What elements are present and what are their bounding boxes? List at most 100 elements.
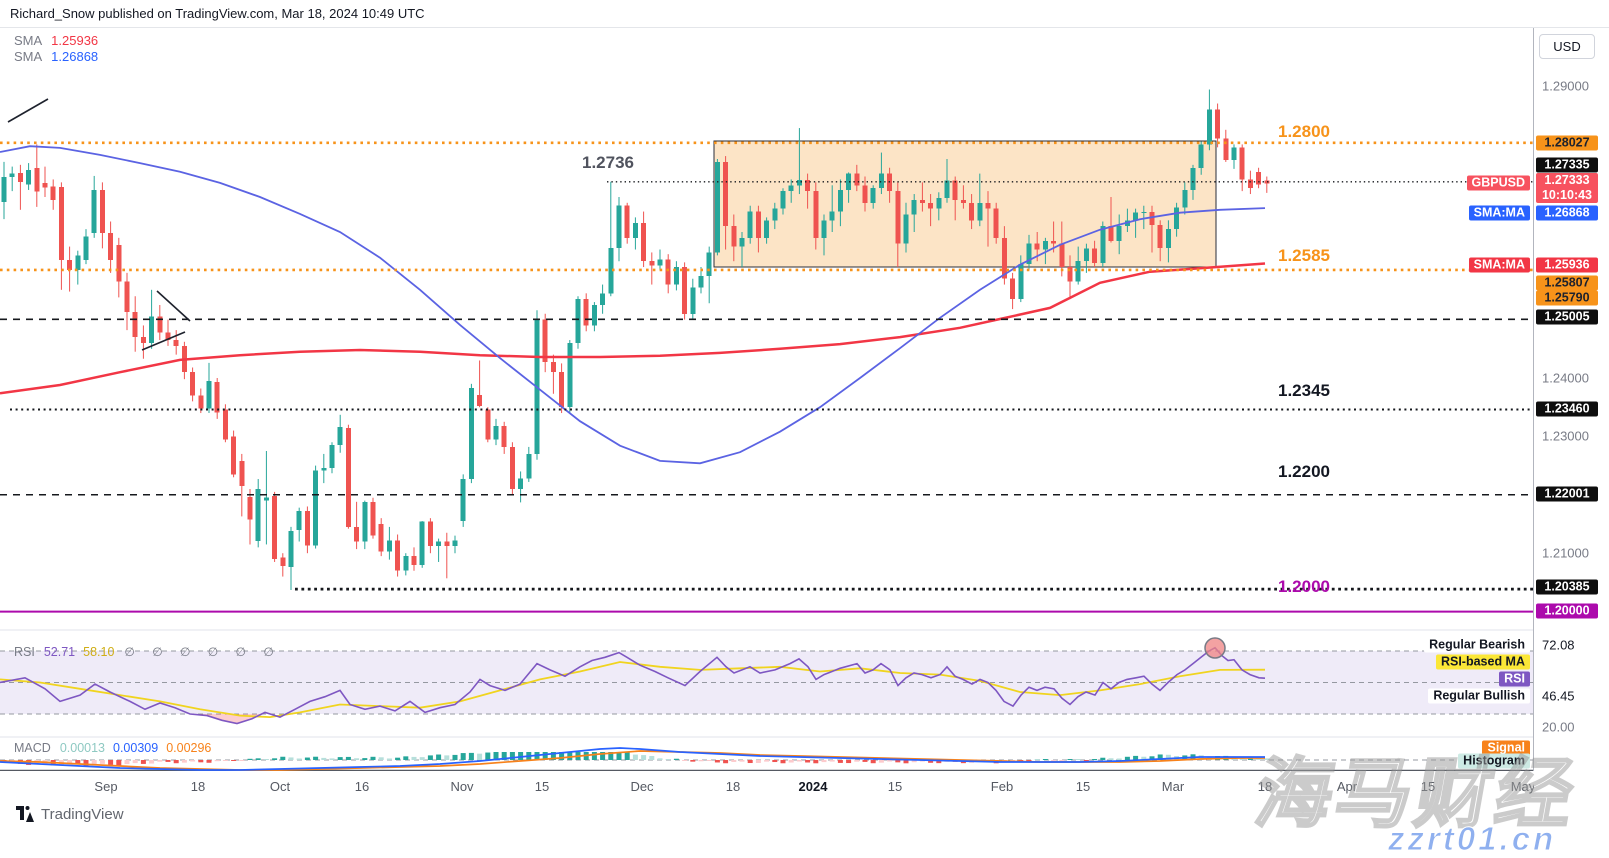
- candle-body: [1190, 167, 1196, 190]
- candle-body: [26, 170, 32, 185]
- macd-histogram-bar: [1239, 758, 1245, 760]
- macd-histogram-bar: [83, 760, 89, 766]
- series-label-badge: Regular Bearish: [1424, 637, 1530, 653]
- candle-body: [1157, 224, 1163, 248]
- candle-body: [1223, 138, 1229, 161]
- candle-body: [1042, 240, 1048, 250]
- price-level-label: 1.2585: [1278, 246, 1330, 265]
- macd-histogram-bar: [895, 760, 901, 763]
- macd-histogram-bar: [468, 752, 474, 760]
- rsi-legend[interactable]: RSI 52.71 58.10 ∅ ∅ ∅ ∅ ∅ ∅: [14, 645, 281, 659]
- currency-button[interactable]: USD: [1539, 34, 1595, 59]
- candle-body: [1215, 109, 1221, 139]
- macd-histogram-bar: [190, 760, 196, 762]
- candle-body: [485, 409, 491, 440]
- candle-body: [764, 220, 770, 238]
- candle-body: [272, 495, 278, 560]
- candle-body: [1198, 144, 1204, 168]
- macd-histogram-bar: [75, 760, 81, 765]
- macd-histogram-bar: [280, 756, 286, 760]
- sma-legend-row-2[interactable]: SMA 1.26868: [14, 49, 98, 65]
- price-badge: 1.26868: [1536, 205, 1598, 221]
- sma-legend-row-1[interactable]: SMA 1.25936: [14, 33, 98, 49]
- macd-histogram-bar: [837, 760, 843, 763]
- candle-body: [411, 556, 417, 565]
- rsi-ma-line: [0, 661, 1266, 719]
- axis-tick: 1.23000: [1542, 428, 1589, 444]
- macd-histogram-bar: [706, 760, 712, 761]
- macd-histogram-bar: [1100, 757, 1106, 760]
- macd-histogram-bar: [173, 760, 179, 764]
- candle-body: [608, 247, 614, 294]
- price-badge: 1.22001: [1536, 486, 1598, 502]
- candle-body: [493, 425, 499, 440]
- macd-histogram-bar: [288, 757, 294, 760]
- macd-histogram-bar: [460, 753, 466, 760]
- macd-histogram-bar: [854, 760, 860, 762]
- candle-body: [34, 167, 40, 192]
- sma2-value: 1.26868: [51, 49, 99, 64]
- axis-tick: 72.08: [1542, 637, 1575, 653]
- macd-histogram-bar: [600, 752, 606, 760]
- macd-histogram-bar: [1059, 760, 1065, 761]
- macd-histogram-bar: [1108, 758, 1114, 760]
- candle-body: [1067, 267, 1073, 282]
- candle-body: [378, 524, 384, 552]
- macd-histogram-bar: [214, 760, 220, 762]
- candle-body: [1083, 248, 1089, 262]
- macd-histogram-bar: [1133, 755, 1139, 760]
- price-badge: 1.25807: [1536, 275, 1598, 291]
- macd-histogram-bar: [477, 753, 483, 760]
- series-label-badge: Histogram: [1458, 753, 1530, 769]
- candle-body: [9, 173, 15, 178]
- candle-body: [575, 299, 581, 343]
- macd-histogram-bar: [132, 760, 138, 764]
- macd-histogram-bar: [682, 760, 688, 761]
- candle-body: [977, 202, 983, 221]
- time-axis-label: Mar: [1161, 779, 1185, 794]
- price-axis[interactable]: USD 1.29000 1.24000 1.23000 1.21000 72.08 46.…: [1534, 28, 1609, 800]
- macd-histogram-bar: [231, 760, 237, 761]
- macd-histogram-bar: [1124, 756, 1130, 760]
- publish-title: Richard_Snow published on TradingView.co…: [10, 6, 425, 21]
- candle-body: [854, 173, 860, 186]
- candle-body: [132, 312, 138, 338]
- candle-body: [1141, 212, 1147, 214]
- candle-body: [706, 252, 712, 276]
- macd-histogram-bar: [846, 760, 852, 764]
- candle-body: [247, 497, 253, 520]
- macd-histogram-bar: [1075, 759, 1081, 760]
- candle-body: [878, 173, 884, 189]
- tradingview-logo[interactable]: TradingView: [16, 806, 124, 823]
- candle-body: [91, 189, 97, 234]
- candle-body: [542, 319, 548, 363]
- candle-body: [682, 267, 688, 314]
- candle-body: [58, 187, 64, 261]
- price-badge: 1.25936: [1536, 257, 1598, 273]
- candle-body: [837, 189, 843, 212]
- time-axis[interactable]: Sep 18 Oct 16 Nov 15 Dec 18 2024 15 Feb 15 Mar 18 Apr 1…: [0, 771, 1535, 800]
- macd-histogram-bar: [764, 760, 770, 762]
- candle-body: [600, 293, 606, 305]
- time-axis-label: Sep: [94, 779, 118, 794]
- candle-body: [903, 214, 909, 244]
- candle-body: [993, 208, 999, 238]
- macd-histogram-bar: [222, 760, 228, 761]
- candle-body: [280, 557, 286, 567]
- time-axis-label: 18: [190, 779, 206, 794]
- candle-body: [427, 521, 433, 547]
- candle-body: [780, 191, 786, 209]
- candle-body: [386, 540, 392, 552]
- macd-line: [0, 747, 1265, 771]
- candle-body: [1108, 226, 1114, 241]
- trendline-annotation: [7, 98, 49, 123]
- candle-body: [288, 531, 294, 568]
- macd-legend[interactable]: MACD 0.00013 0.00309 0.00296: [14, 741, 211, 755]
- rsi-line: [0, 646, 1266, 725]
- candle-body: [805, 180, 811, 192]
- candle-body: [936, 198, 942, 209]
- macd-histogram-bar: [1042, 759, 1048, 760]
- macd-histogram-bar: [690, 760, 696, 762]
- macd-histogram-bar: [362, 758, 368, 760]
